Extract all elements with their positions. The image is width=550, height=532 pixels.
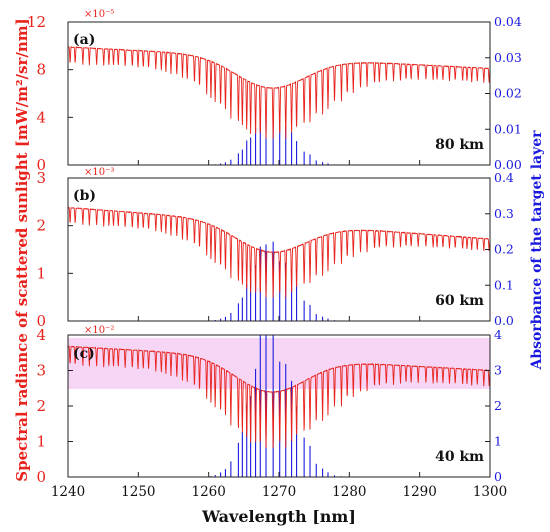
panel-b-left-ticks: 0 1 2 3 [36, 169, 73, 330]
radiance-series [67, 345, 491, 448]
panel-b: 0 1 2 3 0.0 0.1 0.2 0.3 0.4 ×10⁻³ (b) 60 km [36, 167, 513, 330]
radiance-series [67, 206, 491, 298]
x-axis-ticks: 1240 1250 1260 1270 1280 1290 1300 [51, 160, 507, 500]
left-tick-label: 2 [36, 217, 46, 235]
panel-b-left-exponent: ×10⁻³ [84, 167, 114, 178]
panel-c-left-exponent: ×10⁻² [84, 325, 114, 336]
left-tick-label: 0 [36, 156, 46, 174]
right-tick-label: 0.2 [494, 242, 514, 257]
panel-a-left-exponent: ×10⁻⁵ [84, 9, 114, 20]
left-tick-label: 1 [36, 433, 46, 451]
left-axis-title: Spectral radiance of scattered sunlight … [13, 18, 31, 481]
x-tick-label: 1250 [121, 484, 155, 500]
right-tick-label: 3 [494, 363, 502, 378]
panel-c-letter: (c) [73, 346, 95, 362]
right-tick-label: 4 [494, 327, 502, 342]
panel-a-left-ticks: 0 4 8 12 [27, 13, 73, 174]
panel-b-letter: (b) [73, 188, 96, 204]
panel-c-plot-area [67, 335, 491, 477]
left-tick-label: 0 [36, 312, 46, 330]
panel-a-right-ticks: 0.00 0.01 0.02 0.03 0.04 [485, 14, 522, 172]
left-tick-label: 2 [36, 397, 46, 415]
right-tick-label: 0.1 [494, 277, 514, 292]
panel-b-frame [67, 177, 491, 322]
left-tick-label: 4 [36, 108, 46, 126]
panel-b-right-ticks: 0.0 0.1 0.2 0.3 0.4 [485, 170, 514, 328]
right-tick-label: 0.01 [494, 121, 522, 136]
right-tick-label: 0.02 [494, 86, 522, 101]
panel-c-left-ticks: 0 1 2 3 4 [36, 326, 73, 486]
panel-c: 0 1 2 3 4 0 1 2 3 4 ×10⁻² (c) 40 km [36, 325, 502, 486]
panel-a-plot-area [67, 45, 491, 165]
radiance-series [67, 45, 491, 139]
left-tick-label: 12 [27, 13, 46, 31]
right-tick-label: 0.0 [494, 313, 514, 328]
x-tick-label: 1290 [402, 484, 436, 500]
right-tick-label: 0.03 [494, 50, 522, 65]
x-axis-title: Wavelength [nm] [201, 507, 356, 526]
right-tick-label: 0.4 [494, 170, 514, 185]
panel-c-right-ticks: 0 1 2 3 4 [485, 327, 502, 484]
left-tick-label: 3 [36, 169, 46, 187]
highlight-band [68, 337, 490, 389]
x-tick-label: 1270 [262, 484, 296, 500]
x-tick-label: 1280 [332, 484, 366, 500]
right-tick-label: 0.3 [494, 206, 514, 221]
panel-b-altitude-label: 60 km [435, 293, 484, 309]
right-tick-label: 0 [494, 469, 502, 484]
right-tick-label: 1 [494, 434, 502, 449]
panel-a-altitude-label: 80 km [435, 137, 484, 153]
left-tick-label: 8 [36, 61, 46, 79]
right-tick-label: 0.00 [494, 157, 522, 172]
panel-a-letter: (a) [73, 32, 95, 48]
left-tick-label: 0 [36, 468, 46, 486]
left-tick-label: 1 [36, 264, 46, 282]
right-tick-label: 2 [494, 398, 502, 413]
right-axis-title: Absorbance of the target layer [529, 130, 545, 371]
x-tick-label: 1260 [191, 484, 225, 500]
left-tick-label: 3 [36, 362, 46, 380]
x-tick-label: 1300 [473, 484, 507, 500]
panel-b-plot-area [67, 206, 491, 321]
panel-a: 0 4 8 12 0.00 0.01 0.02 0.03 0.04 ×10⁻⁵ (a) 80 … [27, 9, 522, 174]
x-tick-label: 1240 [51, 484, 85, 500]
right-tick-label: 0.04 [494, 14, 522, 29]
panel-c-altitude-label: 40 km [435, 449, 484, 465]
left-tick-label: 4 [36, 326, 46, 344]
